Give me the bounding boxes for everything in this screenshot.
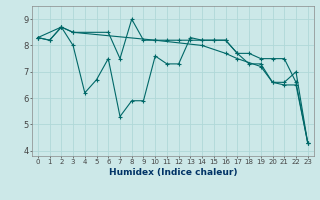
X-axis label: Humidex (Indice chaleur): Humidex (Indice chaleur) bbox=[108, 168, 237, 177]
